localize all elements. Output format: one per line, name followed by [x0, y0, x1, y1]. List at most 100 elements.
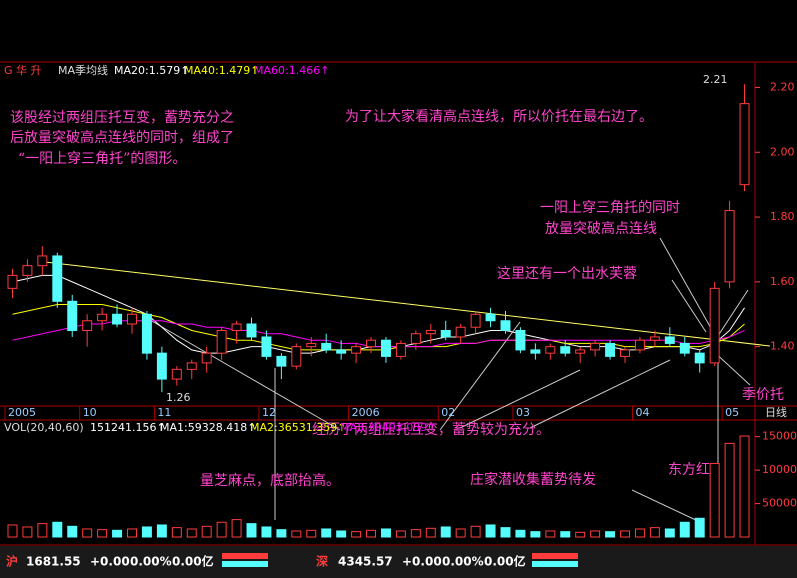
indicator-name: MA季均线: [58, 63, 108, 77]
x-tick-label: 10: [83, 406, 97, 419]
candle-body: [485, 313, 496, 322]
volume-header: 151241.156↑: [90, 421, 166, 434]
annotation: 量芝麻点，底部抬高。: [200, 472, 340, 489]
period-label: 日线: [765, 405, 787, 419]
annotation: “一阳上穿三角托”的图形。: [18, 151, 186, 167]
candle-body: [395, 342, 406, 357]
volume-bar: [82, 528, 93, 538]
candle-body: [739, 103, 750, 186]
pointer-line: [631, 489, 701, 523]
candle-body: [694, 352, 705, 364]
candle-body: [171, 368, 182, 380]
candle-body: [231, 323, 242, 331]
status-text: 深: [316, 554, 328, 569]
volume-bar: [52, 521, 63, 538]
volume-bar: [679, 521, 690, 538]
volume-bar: [575, 531, 586, 538]
volume-bar: [590, 530, 601, 538]
x-tick-label: 2006: [352, 406, 380, 419]
volume-tick-label: 150000: [762, 430, 797, 443]
y-tick-label: 2.00: [770, 145, 795, 158]
volume-tick-label: 50000: [762, 497, 797, 510]
volume-bar: [97, 529, 108, 538]
status-text: 4345.57: [338, 555, 393, 569]
y-tick-label: 1.40: [770, 340, 795, 353]
annotation: 一阳上穿三角托的同时: [540, 200, 680, 216]
volume-bar: [216, 521, 227, 538]
x-tick-label: 12: [262, 406, 276, 419]
stock-name: G 华 升: [4, 63, 42, 77]
annotation: 为了让大家看清高点连线，所以价托在最右边了。: [345, 108, 653, 125]
annotation: 这里还有一个出水芙蓉: [497, 265, 637, 282]
legend-ma40: MA40:1.479↑: [184, 64, 259, 77]
candle-body: [440, 329, 451, 338]
y-tick-label: 2.20: [770, 80, 795, 93]
candle-body: [67, 300, 78, 331]
pointer-line: [149, 319, 341, 431]
candle-body: [560, 346, 571, 354]
annotation: 经历了两组压托互变，蓄势较为充分。: [312, 422, 550, 438]
x-tick-label: 04: [635, 406, 649, 419]
status-gauge: [222, 561, 268, 567]
candle-body: [634, 339, 645, 351]
y-tick-label: 1.80: [770, 210, 795, 223]
volume-bar: [425, 527, 436, 538]
trend-line: [44, 261, 771, 347]
volume-bar: [380, 528, 391, 538]
volume-bar: [440, 526, 451, 538]
volume-bar: [634, 528, 645, 538]
candle-body: [186, 362, 197, 370]
volume-bar: [37, 523, 48, 538]
candle-body: [246, 323, 257, 338]
candle-body: [22, 265, 33, 276]
volume-bar: [291, 530, 302, 538]
candle-body: [366, 339, 377, 348]
volume-bar: [261, 526, 272, 538]
candle-body: [306, 342, 317, 348]
status-gauge: [532, 553, 578, 559]
y-tick-label: 1.60: [770, 275, 795, 288]
pointer-line: [459, 369, 581, 429]
volume-bar: [455, 528, 466, 538]
annotation: 东方红: [668, 462, 710, 478]
volume-bar: [500, 527, 511, 538]
volume-bar: [7, 524, 18, 538]
volume-bar: [694, 517, 705, 538]
annotation: 后放量突破高点连线的同时，组成了: [10, 129, 234, 146]
x-tick-label: 2005: [8, 406, 36, 419]
candle-body: [37, 255, 48, 267]
candle-body: [575, 349, 586, 354]
volume-bar: [395, 530, 406, 538]
annotation: 放量突破高点连线: [545, 220, 657, 237]
candle-body: [590, 342, 601, 351]
volume-bar: [127, 528, 137, 538]
x-tick-label: 11: [157, 406, 171, 419]
candle-body: [530, 349, 541, 354]
candle-body: [216, 329, 227, 354]
volume-bar: [739, 435, 750, 538]
candle-body: [112, 313, 123, 325]
volume-bar: [306, 529, 317, 538]
status-text: 0.00亿: [172, 554, 214, 569]
status-gauge: [532, 561, 578, 567]
volume-bar: [410, 529, 421, 538]
status-text: 0.00%: [130, 555, 172, 569]
candle-body: [156, 352, 167, 380]
candle-body: [82, 320, 93, 331]
candle-body: [276, 355, 287, 367]
candle-body: [545, 346, 556, 354]
candle-body: [470, 313, 481, 328]
volume-bar: [649, 527, 660, 538]
volume-bar: [366, 529, 377, 538]
volume-bar: [515, 529, 526, 538]
volume-header: MA2:36531.359↑: [250, 421, 346, 434]
volume-tick-label: 100000: [762, 463, 797, 476]
volume-bar: [664, 528, 675, 538]
volume-bar: [485, 524, 496, 538]
low-label: 1.26: [166, 391, 191, 404]
volume-bar: [351, 531, 362, 538]
status-text: 沪: [6, 554, 18, 569]
volume-bar: [141, 526, 152, 538]
candle-body: [649, 336, 660, 341]
